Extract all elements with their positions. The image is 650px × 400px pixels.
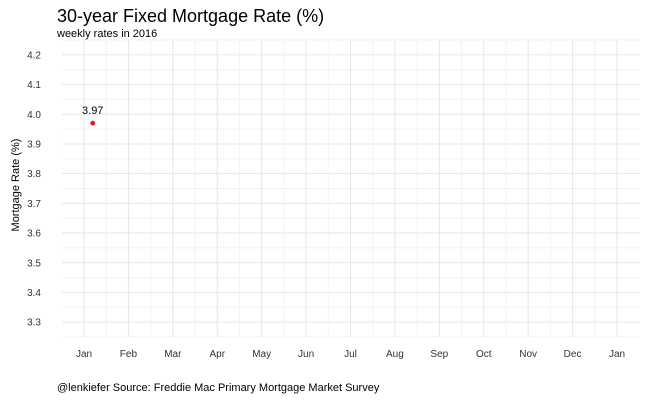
- x-tick-label: Nov: [519, 349, 537, 360]
- data-label: 3.97: [82, 105, 103, 117]
- y-tick-label: 4.1: [27, 80, 41, 91]
- y-tick-label: 4.2: [27, 50, 41, 61]
- y-tick-label: 3.6: [27, 229, 41, 240]
- data-points: 3.97: [82, 105, 103, 126]
- x-tick-label: Oct: [476, 349, 492, 360]
- x-tick-label: Sep: [430, 349, 448, 360]
- y-tick-label: 3.3: [27, 318, 41, 329]
- y-tick-label: 3.8: [27, 169, 41, 180]
- y-tick-label: 3.7: [27, 199, 41, 210]
- chart-subtitle: weekly rates in 2016: [57, 28, 158, 40]
- x-tick-label: Jun: [298, 349, 314, 360]
- x-tick-label: May: [252, 349, 271, 360]
- x-tick-label: Feb: [120, 349, 138, 360]
- x-tick-label: Dec: [564, 349, 582, 360]
- x-tick-label: Jan: [609, 349, 625, 360]
- y-tick-label: 4.0: [27, 110, 41, 121]
- chart-caption: @lenkiefer Source: Freddie Mac Primary M…: [57, 382, 380, 394]
- chart-title: 30-year Fixed Mortgage Rate (%): [57, 6, 325, 26]
- x-tick-label: Jul: [344, 349, 357, 360]
- y-axis-ticks: 3.3 3.4 3.5 3.6 3.7 3.8 3.9 4.0 4.1 4.2: [27, 50, 41, 328]
- y-tick-label: 3.9: [27, 139, 41, 150]
- y-axis-label: Mortgage Rate (%): [10, 139, 22, 232]
- x-tick-label: Jan: [76, 349, 92, 360]
- data-point: [90, 120, 96, 126]
- x-axis-ticks: Jan Feb Mar Apr May Jun Jul Aug Sep Oct Nov Dec Jan: [76, 349, 625, 360]
- grid: [62, 39, 640, 338]
- x-tick-label: Mar: [164, 349, 182, 360]
- x-tick-label: Apr: [209, 349, 225, 360]
- y-tick-label: 3.5: [27, 258, 41, 269]
- y-tick-label: 3.4: [27, 288, 41, 299]
- x-tick-label: Aug: [386, 349, 404, 360]
